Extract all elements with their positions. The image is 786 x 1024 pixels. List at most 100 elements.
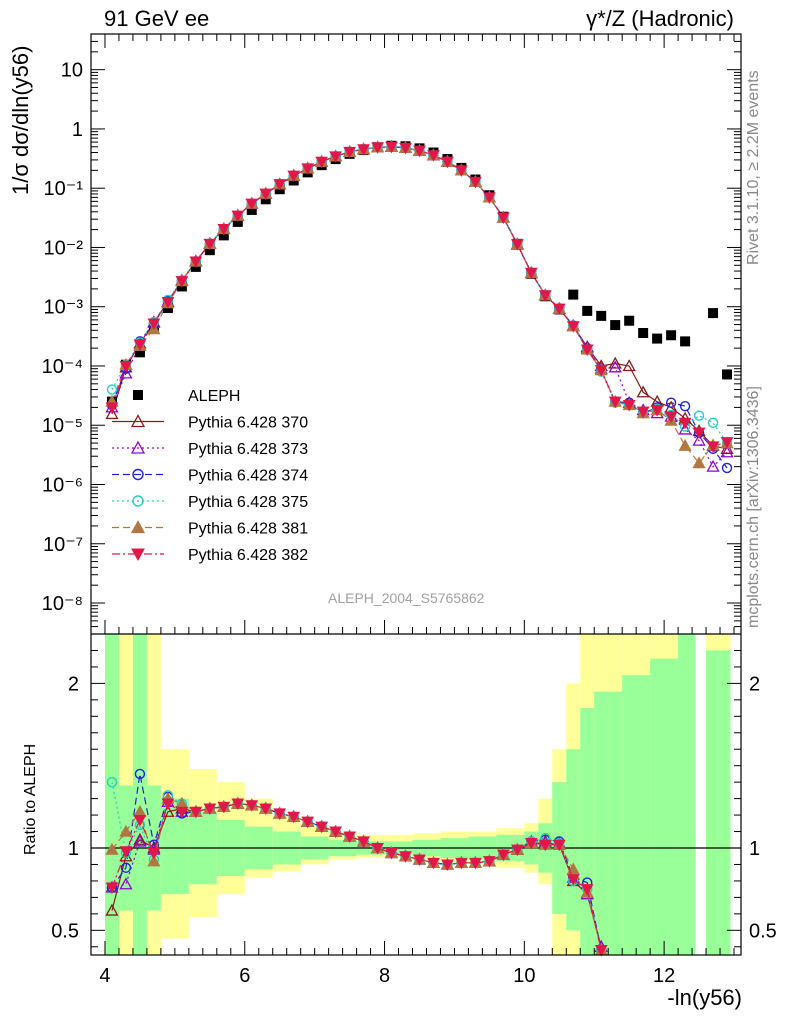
point-p382 [720,437,734,449]
ratio-point-p374 [134,768,146,780]
point-p375 [707,417,719,428]
point-p373 [720,445,734,458]
ratio-point-p382 [301,816,315,829]
point-p375 [106,384,118,395]
point-p375 [693,410,705,421]
point-data [652,333,663,344]
legend-label-p374: Pythia 6.428 374 [188,468,308,485]
title-right: γ*/Z (Hadronic) [586,6,734,31]
legend-marker-data [133,390,143,400]
y-tick-label-ratio-right: 1 [749,838,760,860]
ratio-point-p382 [441,859,454,871]
y-tick-label-main: 10⁻⁵ [42,415,83,437]
band-inner-segment [678,634,696,955]
point-data [708,308,719,319]
ratio-point-p382 [427,857,440,870]
band-inner-segment [650,658,679,955]
ratio-point-p375 [106,776,118,788]
point-p382 [315,156,328,169]
ratio-point-p382 [189,806,203,819]
ratio-point-p382 [259,803,273,816]
point-data [596,310,607,321]
point-p382 [552,303,566,316]
legend-marker-p374 [132,468,144,481]
ratio-point-p382 [217,801,231,814]
y-tick-label-main: 10⁻³ [44,297,84,319]
point-p382 [692,427,706,440]
y-tick-label-ratio: 2 [68,673,79,695]
legend-marker-p381 [130,520,146,534]
point-p382 [650,405,664,417]
point-p382 [524,267,538,280]
point-p382 [455,165,468,177]
ratio-point-p382 [357,836,370,848]
band-inner-segment [706,650,731,955]
ratio-point-p374 [120,862,132,873]
ratio-point-p382 [161,798,175,811]
point-p382 [301,163,315,175]
point-p374 [665,397,677,408]
point-p382 [147,318,161,331]
y-tick-label-main: 10⁻⁶ [42,474,83,496]
point-p373 [678,422,692,435]
ratio-point-p382 [483,856,496,868]
point-p382 [566,321,580,333]
legend: ALEPH Pythia 6.428 370 Pythia 6.428 373 Pyt… [112,388,308,564]
point-p382 [608,396,622,409]
y-tick-label-ratio-right: 2 [749,673,760,695]
y-tick-label-main: 10⁻⁴ [42,356,83,378]
mcplots-label: mcplots.cern.ch [arXiv:1306.3436] [745,386,762,628]
x-tick-label: 4 [99,965,110,987]
point-p370 [105,407,119,420]
axes-frame: 10⁻⁸ 10⁻⁷ 10⁻⁶ 10⁻⁵ 10⁻⁴ 10⁻³ 10⁻² 10⁻¹ 1 10 0.5 0.… [42,33,777,987]
ratio-point-p382 [538,839,552,852]
y-tick-label-ratio-right: 0.5 [749,920,777,942]
point-p382 [538,290,552,302]
point-p382 [357,144,370,156]
point-p382 [287,170,301,183]
ratio-point-p382 [524,838,538,850]
point-p382 [483,192,496,204]
ratio-y-axis-label: Ratio to ALEPH [22,743,39,855]
ratio-point-p382 [203,803,217,816]
legend-marker-p382 [131,548,145,562]
ratio-point-p381 [119,824,133,837]
ratio-point-p382 [315,821,328,834]
band-inner-segment [566,749,581,931]
point-data [680,336,691,347]
ratio-point-p382 [469,857,482,870]
x-axis-label: -ln(y56) [667,985,742,1010]
x-tick-label: 6 [239,965,250,987]
ratio-point-p382 [175,806,189,819]
band-inner-segment [580,708,595,955]
point-p382 [497,212,510,225]
band-inner-segment [132,634,147,955]
ratio-point-p382 [231,798,245,811]
band-inner-segment [160,798,189,895]
point-p374 [721,462,733,474]
point-p382 [343,146,356,159]
point-data [638,328,649,339]
ratio-point-p382 [147,847,161,860]
band-inner-segment [622,675,651,955]
point-p382 [706,441,720,453]
point-p382 [119,360,133,373]
ratio-point-p382 [510,844,524,857]
ratio-point-p382 [566,874,580,886]
ratio-panel-series [105,768,608,957]
point-p382 [105,402,119,414]
y-tick-label-main: 10⁻⁸ [42,593,83,615]
point-p382 [231,210,245,223]
point-p382 [469,176,482,189]
x-tick-label: 8 [379,965,390,987]
point-p381 [678,438,692,451]
ratio-point-p381 [105,842,119,855]
point-p382 [441,156,454,169]
ratio-point-p382 [399,851,412,863]
legend-label-p381: Pythia 6.428 381 [188,521,308,538]
ratio-point-p382 [119,846,133,858]
point-data [134,347,145,358]
point-p373 [706,459,720,472]
point-p382 [133,339,147,352]
